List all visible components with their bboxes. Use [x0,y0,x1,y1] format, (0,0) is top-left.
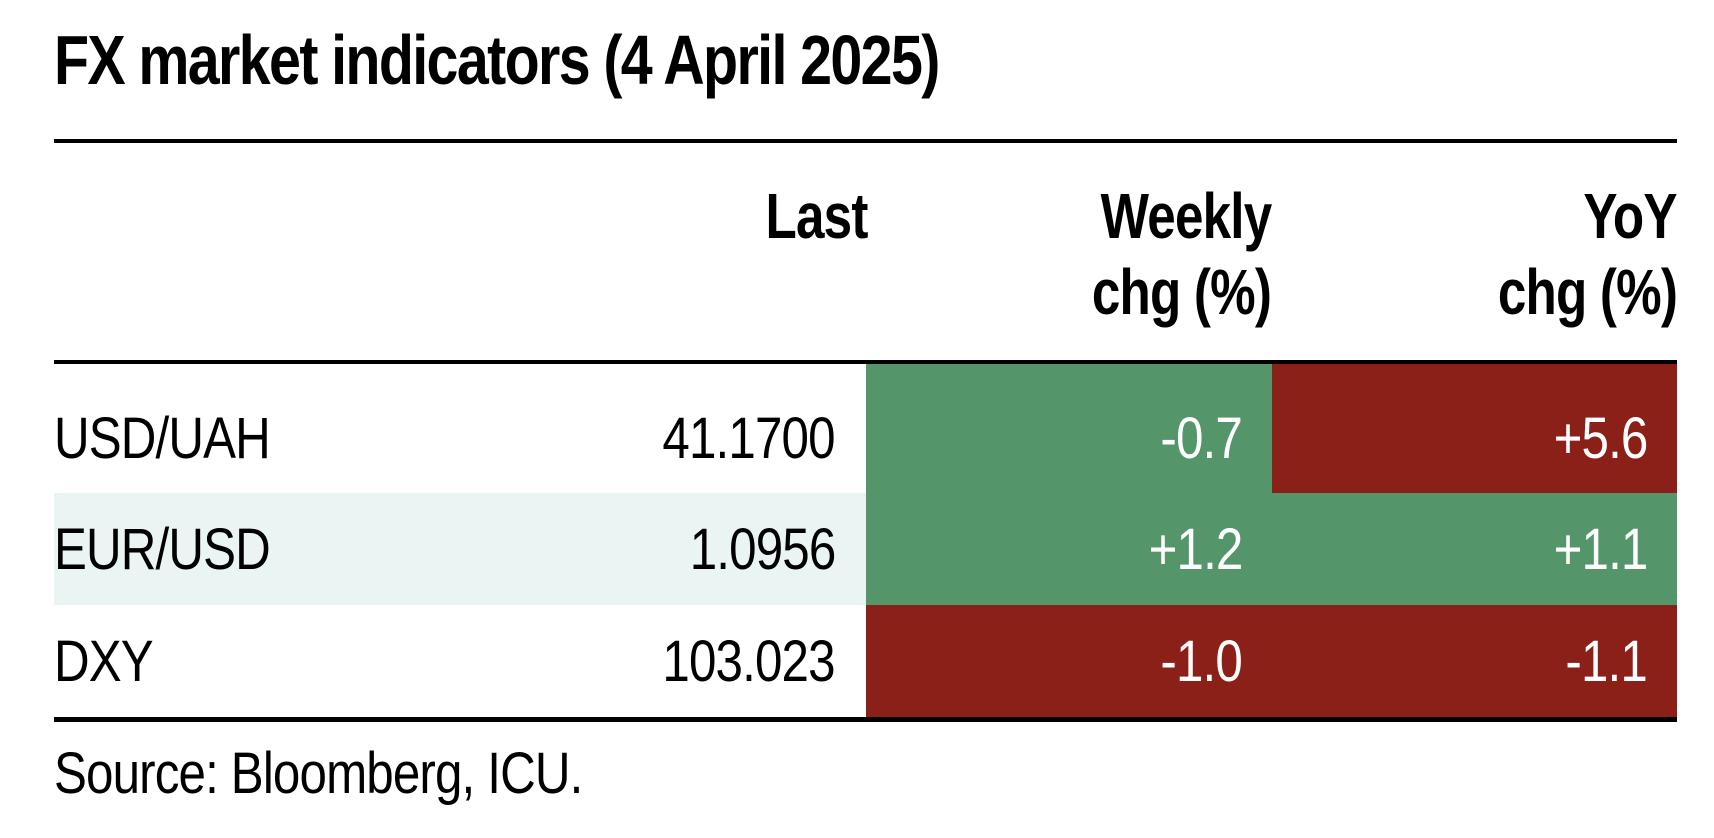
header-yoy-line1: YoY [1583,180,1678,252]
table-cell-last: 1.0956 [560,493,836,605]
header-last: Last [765,180,869,252]
weekly-change-value: -1.0 [1160,628,1242,694]
weekly-change-cell: -1.0 [866,605,1272,717]
yoy-change-cell: +5.6 [1272,364,1677,493]
yoy-change-value: +5.6 [1553,405,1648,471]
weekly-change-value: -0.7 [1160,405,1242,471]
row-label: DXY [54,628,154,694]
source-note: Source: Bloomberg, ICU. [54,741,583,806]
table-row-label: DXY [54,605,554,717]
top-rule [54,139,1677,143]
weekly-change-value: +1.2 [1148,516,1243,582]
bottom-rule [54,717,1677,722]
yoy-change-value: -1.1 [1565,628,1647,694]
row-stripe [54,493,866,605]
header-yoy-line2: chg (%) [1497,256,1678,328]
table-title: FX market indicators (4 April 2025) [54,21,940,99]
table-cell-last: 103.023 [560,605,836,717]
last-value: 41.1700 [662,405,836,471]
table-cell-last: 41.1700 [560,383,836,493]
yoy-change-cell: +1.1 [1272,493,1677,605]
header-weekly-line1: Weekly [1100,180,1272,252]
header-rule [54,360,1677,364]
row-label: EUR/USD [54,516,271,582]
last-value: 1.0956 [689,516,836,582]
weekly-change-cell: +1.2 [866,493,1272,605]
table-row-label: EUR/USD [54,493,554,605]
last-value: 103.023 [662,628,836,694]
table-row-label: USD/UAH [54,383,554,493]
yoy-change-value: +1.1 [1553,516,1648,582]
yoy-change-cell: -1.1 [1272,605,1677,717]
weekly-change-cell: -0.7 [866,364,1272,493]
header-weekly-line2: chg (%) [1091,256,1272,328]
row-label: USD/UAH [54,405,271,471]
